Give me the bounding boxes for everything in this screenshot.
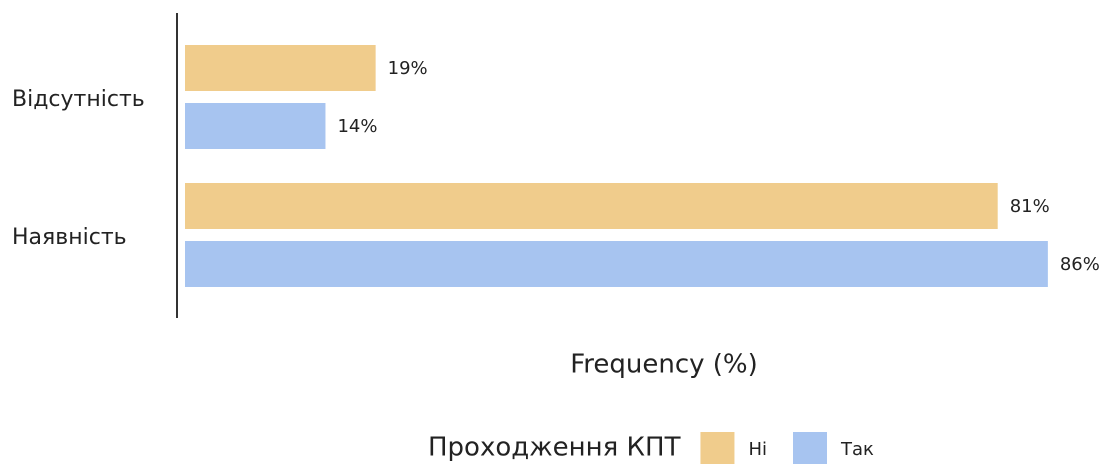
value-label: 14% (337, 116, 377, 137)
value-label: 19% (388, 58, 428, 79)
legend-swatch (700, 432, 735, 464)
legend-label: Ні (748, 439, 767, 460)
bar (185, 45, 376, 91)
legend-title: Проходження КПТ (428, 433, 681, 463)
y-tick-label: Наявність (12, 225, 127, 250)
legend-swatch (793, 432, 827, 464)
value-label: 86% (1060, 254, 1100, 275)
bar (185, 103, 326, 149)
bar (185, 241, 1048, 287)
y-tick-label: Відсутність (12, 87, 145, 112)
x-axis-label: Frequency (%) (570, 350, 758, 380)
legend-label: Так (840, 439, 874, 460)
value-label: 81% (1010, 196, 1050, 217)
bar (185, 183, 998, 229)
